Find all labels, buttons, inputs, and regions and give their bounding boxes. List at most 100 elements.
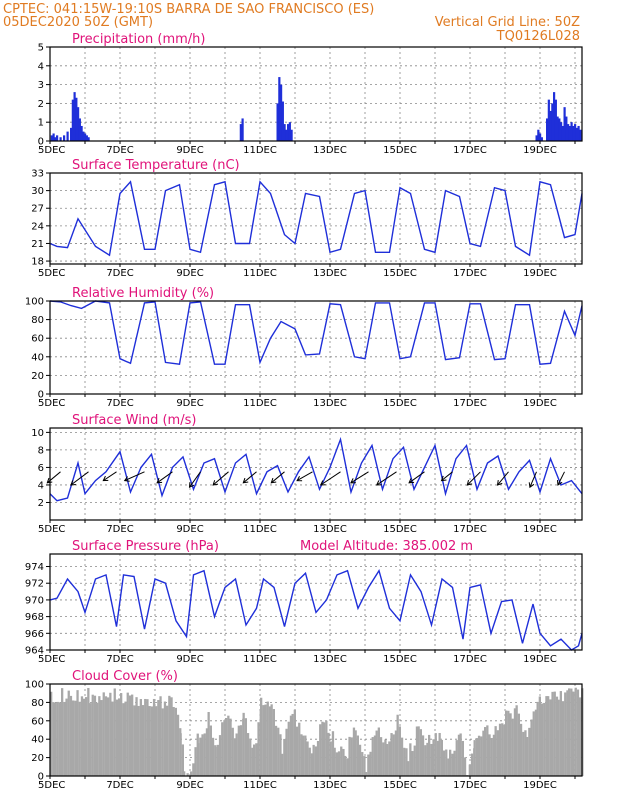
x-tick-label: 5DEC xyxy=(38,654,65,665)
cloud-bar xyxy=(168,696,170,776)
cloud-bar xyxy=(533,711,535,776)
x-tick-label: 19DEC xyxy=(523,524,557,535)
cloud-bar xyxy=(355,730,357,776)
wind-vector xyxy=(351,472,369,483)
wind-vector xyxy=(157,472,172,483)
cloud-bar xyxy=(495,726,497,776)
cloud-bar xyxy=(199,738,201,776)
cloud-bar xyxy=(146,699,148,776)
cloud-bar xyxy=(575,688,577,776)
cloud-bar xyxy=(369,752,371,776)
cloud-bar xyxy=(127,693,129,776)
cloud-bar xyxy=(153,699,155,776)
cloud-bar xyxy=(386,744,388,776)
precip-bar xyxy=(63,135,65,141)
x-tick-label: 19DEC xyxy=(523,398,557,409)
cloud-bar xyxy=(407,761,409,776)
cloud-bar xyxy=(315,746,317,776)
x-tick-label: 15DEC xyxy=(383,268,417,279)
cloud-bar xyxy=(54,703,56,776)
cloud-bar xyxy=(253,745,255,776)
x-tick-label: 7DEC xyxy=(106,524,133,535)
cloud-bar xyxy=(551,692,553,776)
cloud-bar xyxy=(140,699,142,776)
cloud-bar xyxy=(439,733,441,776)
panel-title: Precipitation (mm/h) xyxy=(72,32,205,47)
cloud-bar xyxy=(292,714,294,776)
x-tick-label: 13DEC xyxy=(313,654,347,665)
cloud-bar xyxy=(422,735,424,776)
cloud-bar xyxy=(530,719,532,776)
x-tick-label: 7DEC xyxy=(106,268,133,279)
cloud-bar xyxy=(562,701,564,776)
cloud-bar xyxy=(170,697,172,776)
cloud-bar xyxy=(68,691,70,776)
y-tick-label: 974 xyxy=(25,562,44,573)
cloud-bar xyxy=(478,736,480,776)
cloud-bar xyxy=(518,714,520,776)
x-tick-label: 11DEC xyxy=(243,654,277,665)
cloud-bar xyxy=(522,732,524,776)
cloud-bar xyxy=(85,697,87,776)
wind-vector xyxy=(321,472,341,485)
cloud-bar xyxy=(57,702,59,776)
y-tick-label: 1 xyxy=(38,118,44,129)
x-tick-label: 5DEC xyxy=(38,524,65,535)
y-tick-label: 6 xyxy=(38,463,44,474)
cloud-bar xyxy=(105,696,107,776)
cloud-bar xyxy=(539,696,541,776)
x-tick-label: 19DEC xyxy=(523,654,557,665)
cloud-bar xyxy=(65,699,67,776)
cloud-bar xyxy=(201,734,203,776)
y-tick-label: 18 xyxy=(31,257,44,268)
cloud-bar xyxy=(505,711,507,776)
cloud-bar xyxy=(227,716,229,776)
cloud-bar xyxy=(338,751,340,776)
cloud-bar xyxy=(378,727,380,776)
wind-vector xyxy=(213,472,228,485)
cloud-bar xyxy=(516,705,518,776)
cloud-bar xyxy=(114,688,116,776)
cloud-bar xyxy=(120,693,122,776)
y-tick-label: 966 xyxy=(25,629,44,640)
cloud-bar xyxy=(249,739,251,776)
cloud-bar xyxy=(238,726,240,776)
cloud-bar xyxy=(372,737,374,776)
cloud-bar xyxy=(277,728,279,776)
cloud-bar xyxy=(476,738,478,776)
header-model: TQ0126L028 xyxy=(496,29,580,44)
x-tick-label: 15DEC xyxy=(383,654,417,665)
cloud-bar xyxy=(194,747,196,776)
x-tick-label: 5DEC xyxy=(38,398,65,409)
cloud-bar xyxy=(512,719,514,776)
x-tick-label: 19DEC xyxy=(523,268,557,279)
x-tick-label: 9DEC xyxy=(176,654,203,665)
cloud-bar xyxy=(243,713,245,776)
y-tick-label: 100 xyxy=(25,680,44,691)
panel-frame xyxy=(50,47,582,141)
cloud-bar xyxy=(348,737,350,776)
y-tick-label: 20 xyxy=(31,753,44,764)
cloud-bar xyxy=(570,689,572,776)
header-date: 05DEC2020 50Z (GMT) xyxy=(3,15,153,30)
cloud-bar xyxy=(197,743,199,776)
y-tick-label: 60 xyxy=(31,716,44,727)
x-tick-label: 13DEC xyxy=(313,780,347,791)
cloud-bar xyxy=(330,741,332,776)
cloud-bar xyxy=(175,708,177,776)
cloud-bar xyxy=(443,751,445,776)
cloud-bar xyxy=(204,733,206,776)
x-tick-label: 9DEC xyxy=(176,398,203,409)
cloud-bar xyxy=(520,724,522,776)
cloud-bar xyxy=(262,705,264,776)
cloud-bar xyxy=(173,707,175,776)
cloud-bar xyxy=(183,771,185,776)
cloud-bar xyxy=(537,702,539,776)
cloud-bar xyxy=(267,702,269,776)
cloud-bar xyxy=(273,709,275,776)
x-tick-label: 17DEC xyxy=(453,268,487,279)
panel-title: Surface Temperature (nC) xyxy=(72,158,240,173)
y-tick-label: 24 xyxy=(31,221,44,232)
